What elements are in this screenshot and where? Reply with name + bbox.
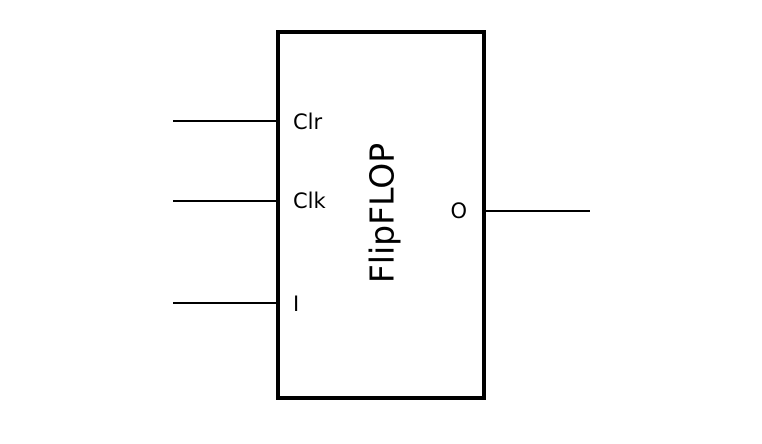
input-label-clk: Clk	[293, 189, 326, 213]
input-label-clr: Clr	[293, 110, 322, 134]
input-label-i: I	[293, 292, 299, 316]
flipflop-block	[276, 30, 486, 400]
block-title: FlipFLOP	[363, 143, 402, 283]
output-label-o: O	[450, 199, 467, 223]
